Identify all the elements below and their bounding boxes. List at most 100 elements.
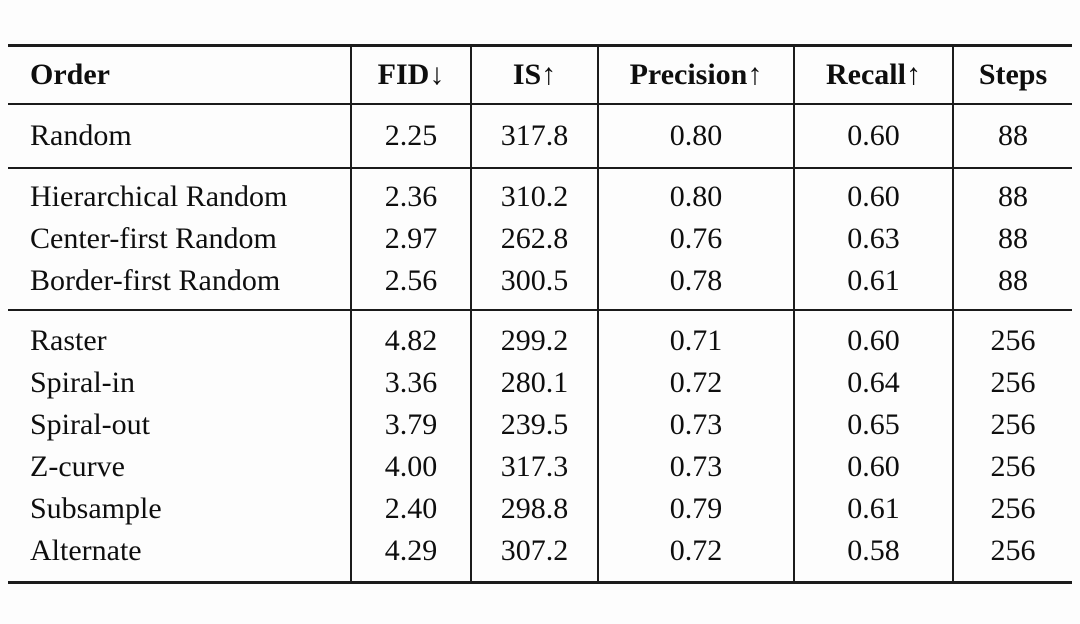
table-cell: 0.60	[847, 180, 900, 213]
header-recall: Recall↑	[793, 47, 952, 103]
table-cell: 256	[990, 450, 1036, 483]
table-cell: 0.63	[847, 222, 900, 255]
table-cell: 0.65	[847, 408, 900, 441]
table-cell: Subsample	[30, 492, 162, 525]
column-order: Raster Spiral-in Spiral-out Z-curve Subs…	[8, 311, 350, 581]
column-steps: 88	[952, 105, 1072, 167]
column-recall: 0.60 0.64 0.65 0.60 0.61 0.58	[793, 311, 952, 581]
table-section-fixed-orders: Raster Spiral-in Spiral-out Z-curve Subs…	[8, 311, 1072, 581]
table-cell: 280.1	[500, 366, 569, 399]
table-cell: 0.72	[669, 534, 723, 567]
table-cell: 256	[990, 534, 1036, 567]
column-fid: 4.82 3.36 3.79 4.00 2.40 4.29	[350, 311, 470, 581]
table-cell: Hierarchical Random	[30, 180, 288, 213]
table-cell: 4.29	[384, 534, 438, 567]
table-cell: Center-first Random	[30, 222, 277, 255]
table-cell: 88	[998, 119, 1028, 152]
table-cell: 256	[990, 408, 1036, 441]
table-cell: 256	[990, 324, 1036, 357]
table-cell: 0.61	[847, 492, 900, 525]
header-fid-label: FID↓	[377, 58, 445, 91]
table-cell: 0.72	[669, 366, 723, 399]
column-order: Random	[8, 105, 350, 167]
table-cell: 317.8	[500, 119, 569, 152]
header-order: Order	[8, 47, 350, 103]
section-separator-rule	[8, 309, 1072, 311]
header-recall-label: Recall↑	[826, 58, 921, 91]
table-cell: Spiral-out	[30, 408, 150, 441]
column-is: 317.8	[470, 105, 597, 167]
header-is: IS↑	[470, 47, 597, 103]
table-cell: Border-first Random	[30, 264, 281, 297]
table-bottom-rule	[8, 581, 1072, 584]
table-cell: 0.64	[847, 366, 900, 399]
table-cell: 0.79	[669, 492, 723, 525]
table-cell: 0.60	[847, 450, 900, 483]
table-cell: 2.97	[384, 222, 438, 255]
header-steps: Steps	[952, 47, 1072, 103]
table-cell: 307.2	[500, 534, 569, 567]
table-cell: 4.00	[384, 450, 438, 483]
column-recall: 0.60 0.63 0.61	[793, 169, 952, 309]
column-precision: 0.80 0.76 0.78	[597, 169, 793, 309]
table-cell: 0.58	[847, 534, 900, 567]
table-cell: Random	[30, 119, 132, 152]
table-cell: Alternate	[30, 534, 142, 567]
table-cell: 0.78	[669, 264, 723, 297]
table-cell: 0.71	[669, 324, 723, 357]
table-section-random-variants: Hierarchical Random Center-first Random …	[8, 169, 1072, 309]
column-fid: 2.25	[350, 105, 470, 167]
column-precision: 0.80	[597, 105, 793, 167]
table-cell: 0.60	[847, 324, 900, 357]
table-cell: 2.36	[384, 180, 438, 213]
table-cell: 88	[998, 222, 1028, 255]
header-order-label: Order	[30, 58, 110, 91]
header-precision-label: Precision↑	[629, 58, 763, 91]
table-cell: 300.5	[500, 264, 569, 297]
table-cell: 0.73	[669, 408, 723, 441]
header-precision: Precision↑	[597, 47, 793, 103]
column-fid: 2.36 2.97 2.56	[350, 169, 470, 309]
section-separator-rule	[8, 167, 1072, 169]
table-header-row: Order FID↓ IS↑ Precision↑ Recall↑ Steps	[8, 47, 1072, 103]
table-cell: 2.40	[384, 492, 438, 525]
table-cell: 0.60	[847, 119, 900, 152]
table-cell: 0.80	[669, 119, 723, 152]
table-cell: 88	[998, 264, 1028, 297]
table-cell: Raster	[30, 324, 107, 357]
header-separator-rule	[8, 103, 1072, 105]
column-steps: 256 256 256 256 256 256	[952, 311, 1072, 581]
table-cell: 310.2	[500, 180, 569, 213]
table-cell: 4.82	[384, 324, 438, 357]
table-cell: 262.8	[500, 222, 569, 255]
column-recall: 0.60	[793, 105, 952, 167]
table-cell: 2.25	[384, 119, 438, 152]
table-cell: 256	[990, 492, 1036, 525]
table-cell: 2.56	[384, 264, 438, 297]
table-cell: 88	[998, 180, 1028, 213]
table-cell: 0.80	[669, 180, 723, 213]
header-fid: FID↓	[350, 47, 470, 103]
column-steps: 88 88 88	[952, 169, 1072, 309]
table-cell: 0.76	[669, 222, 723, 255]
column-is: 310.2 262.8 300.5	[470, 169, 597, 309]
column-is: 299.2 280.1 239.5 317.3 298.8 307.2	[470, 311, 597, 581]
table-cell: 317.3	[500, 450, 569, 483]
table-section-random: Random 2.25 317.8 0.80 0.60 88	[8, 105, 1072, 167]
table-cell: Spiral-in	[30, 366, 135, 399]
results-table: Order FID↓ IS↑ Precision↑ Recall↑ Steps …	[8, 44, 1072, 584]
table-cell: 0.73	[669, 450, 723, 483]
table-cell: 3.36	[384, 366, 438, 399]
table-cell: 239.5	[500, 408, 569, 441]
table-cell: 256	[990, 366, 1036, 399]
table-cell: Z-curve	[30, 450, 125, 483]
header-steps-label: Steps	[978, 58, 1048, 91]
table-cell: 298.8	[500, 492, 569, 525]
column-precision: 0.71 0.72 0.73 0.73 0.79 0.72	[597, 311, 793, 581]
header-is-label: IS↑	[512, 58, 557, 91]
column-order: Hierarchical Random Center-first Random …	[8, 169, 350, 309]
table-top-rule	[8, 44, 1072, 47]
table-cell: 0.61	[847, 264, 900, 297]
table-cell: 299.2	[500, 324, 569, 357]
table-cell: 3.79	[384, 408, 438, 441]
